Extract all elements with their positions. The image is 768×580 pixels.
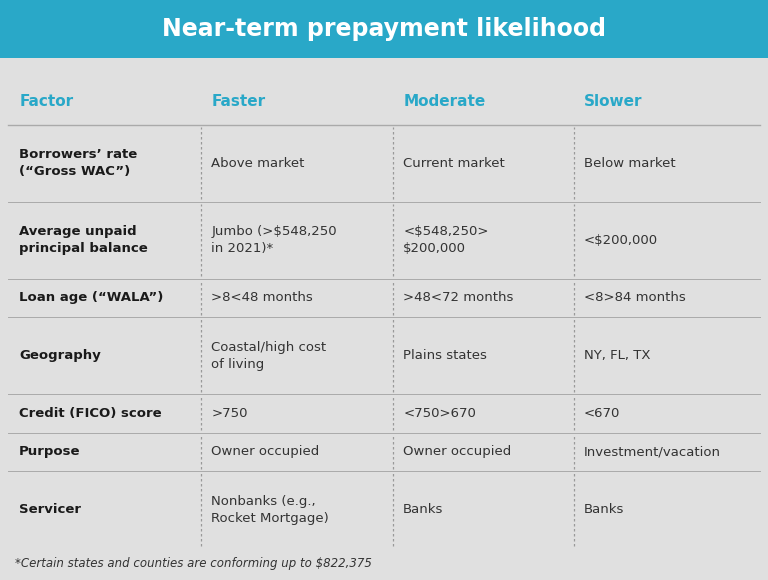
Text: NY, FL, TX: NY, FL, TX xyxy=(584,349,650,362)
Text: Above market: Above market xyxy=(211,157,305,170)
Text: Below market: Below market xyxy=(584,157,675,170)
Text: <$200,000: <$200,000 xyxy=(584,234,658,246)
Text: Slower: Slower xyxy=(584,94,642,108)
Text: <$548,250>
$200,000: <$548,250> $200,000 xyxy=(403,225,488,255)
FancyBboxPatch shape xyxy=(0,0,768,58)
Text: >750: >750 xyxy=(211,407,248,420)
Text: Factor: Factor xyxy=(19,94,73,108)
Text: <8>84 months: <8>84 months xyxy=(584,291,685,305)
Text: Banks: Banks xyxy=(403,503,444,516)
Text: Moderate: Moderate xyxy=(403,94,485,108)
Text: Plains states: Plains states xyxy=(403,349,487,362)
Text: Servicer: Servicer xyxy=(19,503,81,516)
Text: Investment/vacation: Investment/vacation xyxy=(584,445,720,458)
Text: Owner occupied: Owner occupied xyxy=(403,445,511,458)
Text: Loan age (“WALA”): Loan age (“WALA”) xyxy=(19,291,164,305)
Text: >48<72 months: >48<72 months xyxy=(403,291,514,305)
Text: Jumbo (>$548,250
in 2021)*: Jumbo (>$548,250 in 2021)* xyxy=(211,225,337,255)
Text: Average unpaid
principal balance: Average unpaid principal balance xyxy=(19,225,148,255)
Text: Owner occupied: Owner occupied xyxy=(211,445,319,458)
Text: Purpose: Purpose xyxy=(19,445,81,458)
Text: Faster: Faster xyxy=(211,94,265,108)
Text: >8<48 months: >8<48 months xyxy=(211,291,313,305)
Text: Geography: Geography xyxy=(19,349,101,362)
Text: Coastal/high cost
of living: Coastal/high cost of living xyxy=(211,340,326,371)
Text: <670: <670 xyxy=(584,407,620,420)
Text: Near-term prepayment likelihood: Near-term prepayment likelihood xyxy=(162,17,606,41)
Text: Borrowers’ rate
(“Gross WAC”): Borrowers’ rate (“Gross WAC”) xyxy=(19,148,137,178)
Text: <750>670: <750>670 xyxy=(403,407,476,420)
Text: *Certain states and counties are conforming up to $822,375: *Certain states and counties are conform… xyxy=(15,557,372,570)
Text: Credit (FICO) score: Credit (FICO) score xyxy=(19,407,162,420)
Text: Banks: Banks xyxy=(584,503,624,516)
Text: Nonbanks (e.g.,
Rocket Mortgage): Nonbanks (e.g., Rocket Mortgage) xyxy=(211,495,329,524)
Text: Current market: Current market xyxy=(403,157,505,170)
